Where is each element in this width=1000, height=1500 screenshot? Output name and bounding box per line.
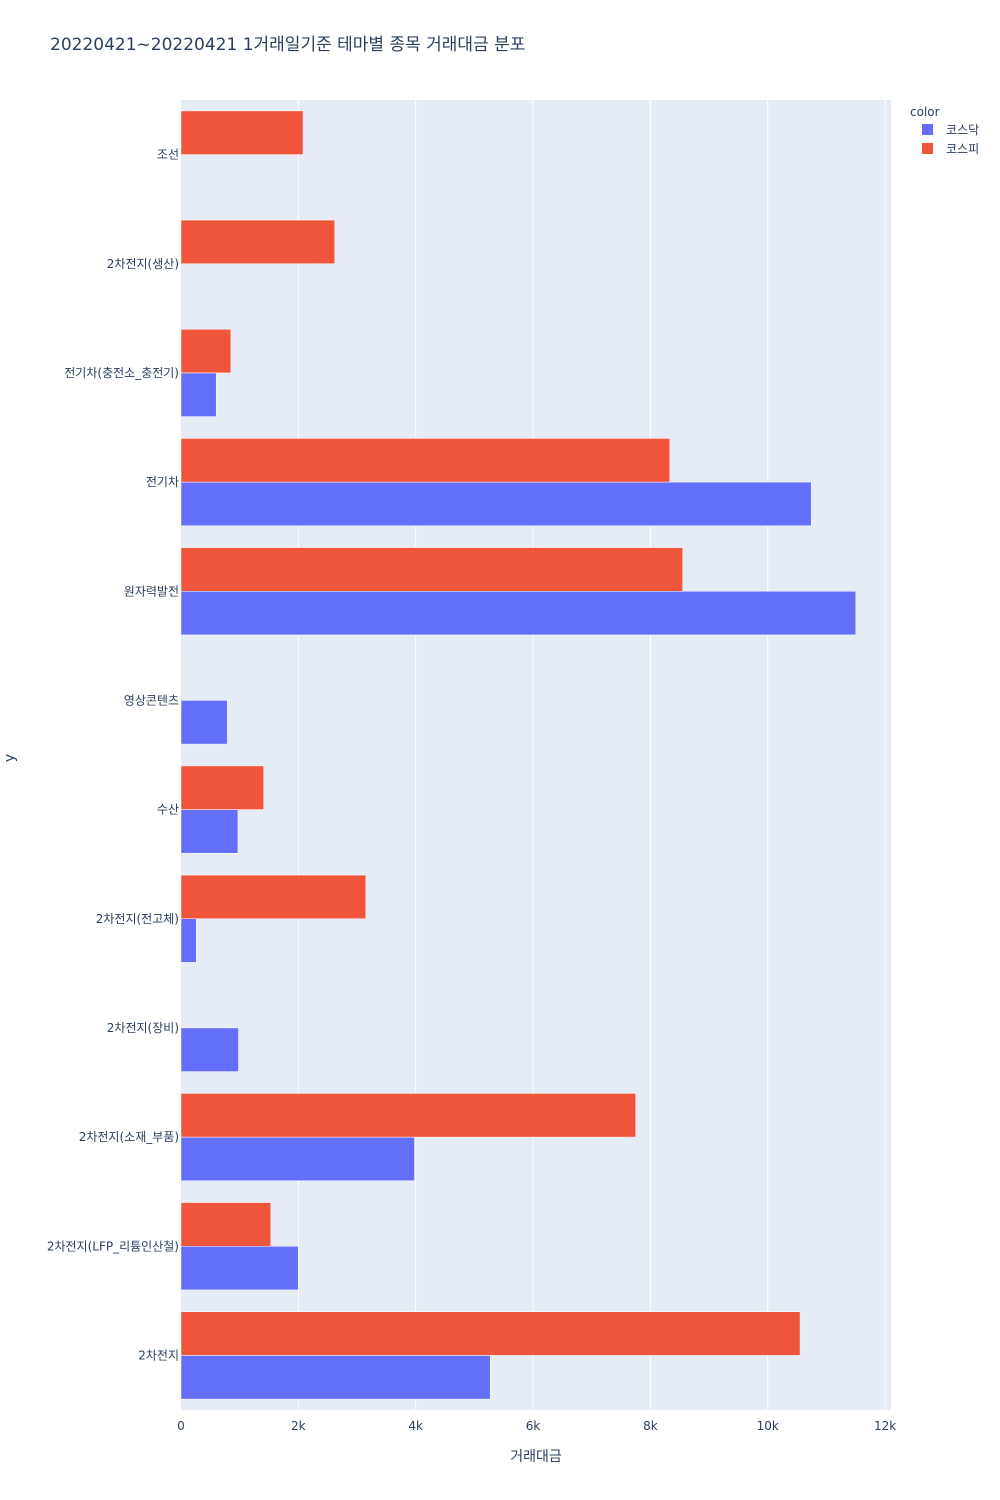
bar-코스피[interactable]	[180, 1311, 801, 1356]
y-tick-label: 영상콘텐츠	[124, 693, 179, 707]
y-tick-label: 2차전지(생산)	[107, 257, 179, 271]
x-tick-label: 6k	[526, 1419, 541, 1433]
bar-코스닥[interactable]	[180, 809, 239, 854]
bar-코스피[interactable]	[180, 1202, 272, 1247]
gridlines	[297, 100, 886, 1410]
bar-코스닥[interactable]	[180, 1136, 415, 1182]
bar-코스피[interactable]	[180, 110, 304, 155]
legend-swatch[interactable]	[922, 124, 933, 135]
legend-label[interactable]: 코스닥	[946, 123, 979, 137]
bar-코스피[interactable]	[180, 438, 671, 483]
plot-area	[181, 100, 891, 1410]
bar-코스닥[interactable]	[180, 1246, 299, 1291]
y-tick-label: 조선	[157, 148, 179, 162]
bar-코스닥[interactable]	[180, 700, 228, 745]
bar-코스닥[interactable]	[180, 481, 812, 527]
legend-swatch[interactable]	[922, 143, 933, 154]
x-tick-label: 2k	[291, 1419, 306, 1433]
bar-코스닥[interactable]	[180, 591, 857, 636]
y-tick-label: 2차전지(전고체)	[96, 912, 179, 926]
bar-코스피[interactable]	[180, 547, 683, 592]
y-axis-title: y	[2, 754, 18, 762]
x-axis-title: 거래대금	[510, 1449, 562, 1465]
x-tick-label: 4k	[408, 1419, 423, 1433]
y-tick-label: 2차전지(소재_부품)	[79, 1130, 179, 1144]
bar-코스피[interactable]	[180, 765, 264, 810]
chart-title: 20220421~20220421 1거래일기준 테마별 종목 거래대금 분포	[50, 35, 525, 55]
y-tick-label: 전기차	[146, 475, 179, 489]
bar-코스피[interactable]	[180, 874, 367, 919]
y-tick-labels: 2차전지 2차전지(LFP_리튬인산철) 2차전지(소재_부품) 2차전지(장비) 2차…	[47, 148, 179, 1363]
bar-코스피[interactable]	[180, 656, 182, 701]
legend-label[interactable]: 코스피	[946, 142, 979, 156]
y-tick-label: 2차전지(LFP_리튬인산철)	[47, 1239, 179, 1253]
x-tick-labels: 0 2k 4k 6k 8k 10k 12k	[177, 1419, 896, 1433]
bar-코스닥[interactable]	[180, 1355, 491, 1400]
bar-코스닥[interactable]	[180, 918, 197, 963]
y-tick-label: 전기차(충전소_충전기)	[64, 366, 179, 380]
bar-코스피[interactable]	[180, 1093, 637, 1138]
y-tick-label: 2차전지	[138, 1348, 179, 1362]
x-tick-label: 12k	[874, 1419, 896, 1433]
bar-코스피[interactable]	[180, 219, 335, 264]
bar-코스닥[interactable]	[180, 1027, 239, 1072]
bar-코스닥[interactable]	[180, 372, 217, 417]
y-tick-label: 원자력발전	[124, 584, 179, 598]
legend-title: color	[910, 105, 940, 119]
x-tick-label: 0	[177, 1419, 185, 1433]
y-tick-label: 수산	[157, 803, 179, 817]
bars[interactable]	[180, 110, 857, 1400]
x-tick-label: 10k	[757, 1419, 779, 1433]
y-tick-label: 2차전지(장비)	[107, 1021, 179, 1035]
x-tick-label: 8k	[643, 1419, 658, 1433]
bar-코스피[interactable]	[180, 329, 232, 374]
